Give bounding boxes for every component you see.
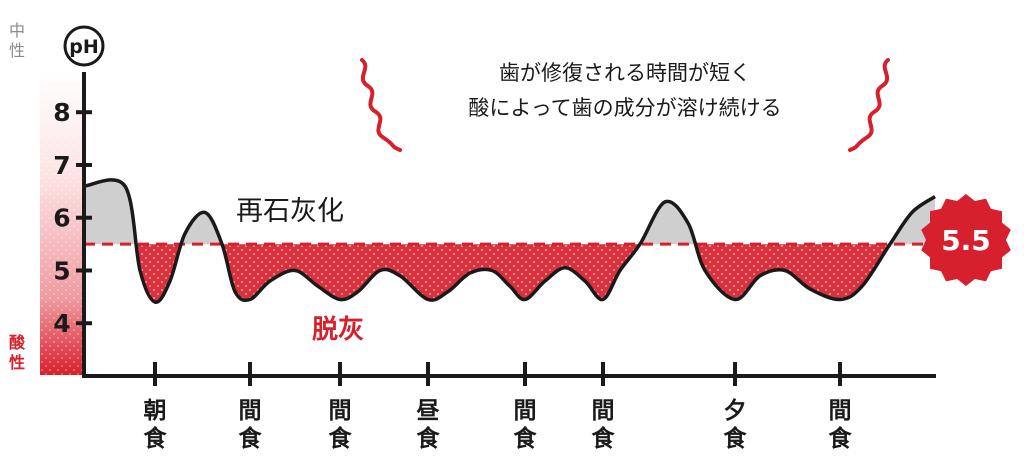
meal-label: 間 bbox=[514, 398, 537, 424]
ph-badge-circle bbox=[63, 25, 105, 67]
y-tick-label: 4 bbox=[53, 309, 70, 338]
left-wavy-mark bbox=[360, 58, 402, 152]
acidic-label-2: 性 bbox=[9, 353, 25, 372]
remineralization-label: 再石灰化 bbox=[236, 196, 344, 227]
meal-label: 間 bbox=[329, 398, 352, 424]
meal-label: 朝 bbox=[144, 398, 167, 424]
meal-label: 夕 bbox=[724, 397, 747, 424]
ph-curve bbox=[83, 178, 937, 304]
y-ticks: 4 5 6 7 8 bbox=[53, 98, 92, 338]
meal-label: 間 bbox=[592, 398, 615, 424]
meal-label: 食 bbox=[829, 425, 853, 452]
meal-label: 食 bbox=[514, 425, 538, 452]
meal-label: 間 bbox=[829, 398, 852, 424]
acidic-label-1: 酸 bbox=[9, 333, 26, 352]
y-tick-label: 5 bbox=[53, 256, 70, 285]
y-tick-label: 6 bbox=[53, 204, 70, 233]
meal-label: 食 bbox=[417, 425, 441, 452]
y-tick-label: 7 bbox=[53, 151, 70, 180]
threshold-badge-label: 5.5 bbox=[941, 224, 991, 257]
ph-axis-label: pH bbox=[69, 36, 99, 58]
y-tick-label: 8 bbox=[53, 98, 70, 127]
annotation-line-1: 歯が修復される時間が短く bbox=[499, 61, 751, 85]
meal-label: 食 bbox=[329, 425, 353, 452]
meal-label: 間 bbox=[239, 398, 262, 424]
neutral-label-1: 中 bbox=[9, 21, 25, 40]
demineralization-label: 脱灰 bbox=[312, 315, 364, 345]
meal-label: 食 bbox=[144, 425, 168, 452]
meal-label: 食 bbox=[724, 425, 748, 452]
neutral-label-2: 性 bbox=[9, 41, 25, 60]
meal-label: 昼 bbox=[417, 398, 440, 424]
meal-label: 食 bbox=[239, 425, 263, 452]
annotation-line-2: 酸によって歯の成分が溶け続ける bbox=[468, 96, 781, 120]
right-wavy-mark bbox=[848, 58, 890, 152]
meal-label: 食 bbox=[592, 425, 616, 452]
threshold-badge bbox=[921, 194, 1011, 286]
